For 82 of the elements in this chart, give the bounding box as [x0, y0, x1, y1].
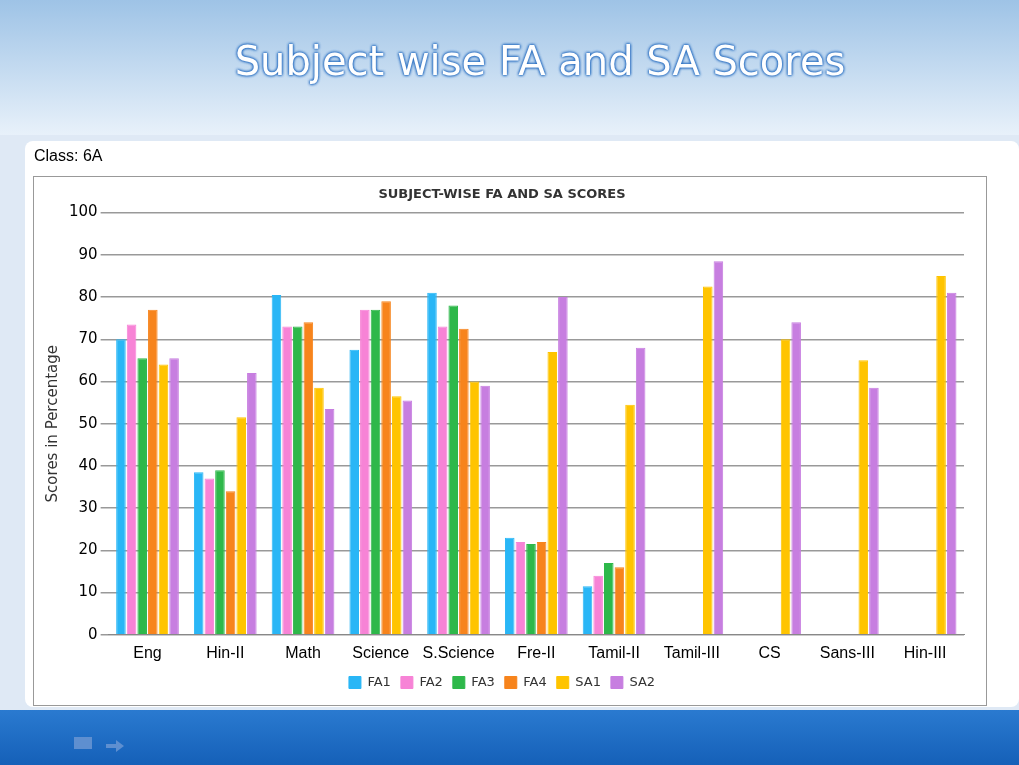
- y-tick-label: 0: [88, 624, 98, 643]
- bar: [303, 322, 314, 635]
- bar: [459, 328, 469, 635]
- bar: [314, 387, 324, 635]
- x-tick-label: Tamil-III: [663, 643, 720, 661]
- bar: [381, 301, 391, 635]
- bar: [137, 358, 147, 635]
- bar: [193, 472, 204, 635]
- text: Class: 6A: [34, 147, 103, 165]
- bar: [169, 358, 179, 635]
- legend-label: SA2: [629, 673, 656, 689]
- bar: [547, 351, 558, 635]
- bar: [713, 261, 724, 635]
- y-tick-label: 20: [78, 540, 98, 559]
- bar: [869, 387, 879, 635]
- bar: [536, 541, 547, 635]
- bar: [360, 309, 370, 635]
- bar: [225, 491, 236, 635]
- y-tick-label: 40: [78, 455, 98, 474]
- x-tick-label: Sans-III: [819, 643, 875, 661]
- bar: [116, 339, 126, 635]
- bar: [480, 385, 490, 635]
- x-tick-label: Science: [352, 643, 410, 661]
- bar: [370, 309, 381, 635]
- y-tick-label: 50: [78, 413, 98, 432]
- text: Subject wise FA and SA Scores: [233, 38, 847, 84]
- y-tick-label: 100: [68, 202, 98, 221]
- bar: [635, 347, 646, 635]
- bar: [204, 478, 215, 635]
- bar: [324, 408, 335, 635]
- x-tick-label: Hin-II: [206, 643, 245, 661]
- bar: [427, 292, 437, 635]
- legend-label: FA3: [471, 673, 495, 689]
- bar: [603, 563, 614, 635]
- legend-label: FA1: [367, 673, 391, 689]
- bar: [448, 305, 459, 635]
- bar: [236, 417, 246, 635]
- bar: [391, 396, 402, 635]
- y-tick-label: 70: [78, 329, 98, 348]
- bar: [526, 544, 536, 635]
- legend-label: FA2: [419, 673, 443, 689]
- bar: [515, 541, 526, 635]
- bar: [791, 322, 801, 635]
- y-tick-label: 80: [78, 286, 98, 305]
- bar: [437, 326, 448, 635]
- x-tick-label: Tamil-II: [588, 643, 640, 661]
- x-tick-label: CS: [758, 643, 781, 661]
- legend-label: FA4: [523, 673, 547, 689]
- bar: [780, 339, 791, 635]
- x-tick-label: Hin-III: [903, 643, 947, 661]
- bar: [247, 373, 257, 635]
- bar: [936, 275, 946, 635]
- x-tick-label: Fre-II: [517, 643, 556, 661]
- y-axis-title: Scores in Percentage: [42, 344, 61, 503]
- y-tick-label: 90: [78, 244, 98, 263]
- y-tick-label: 30: [78, 498, 98, 517]
- bar: [148, 309, 158, 635]
- bar: [858, 360, 869, 635]
- bar: [282, 326, 292, 635]
- bar: [215, 470, 225, 635]
- bar: [126, 324, 137, 635]
- bar: [593, 575, 603, 635]
- bar: [271, 294, 282, 635]
- bar: [469, 381, 480, 635]
- y-tick-label: 10: [78, 582, 98, 601]
- bar: [703, 286, 713, 635]
- x-tick-label: Math: [285, 643, 321, 661]
- bar: [625, 404, 635, 635]
- bar: [558, 297, 568, 635]
- legend-label: SA1: [575, 673, 601, 689]
- bar: [158, 364, 169, 635]
- bar: [402, 400, 413, 635]
- x-tick-label: S.Science: [422, 643, 495, 661]
- bar: [614, 567, 625, 635]
- bar: [582, 586, 593, 635]
- chart-title: SUBJECT-WISE FA AND SA SCORES: [378, 186, 626, 202]
- x-tick-label: Eng: [133, 643, 162, 661]
- y-tick-label: 60: [78, 371, 98, 390]
- bar: [349, 349, 360, 635]
- bar: [292, 326, 303, 635]
- bar: [946, 292, 957, 635]
- bar: [504, 537, 515, 635]
